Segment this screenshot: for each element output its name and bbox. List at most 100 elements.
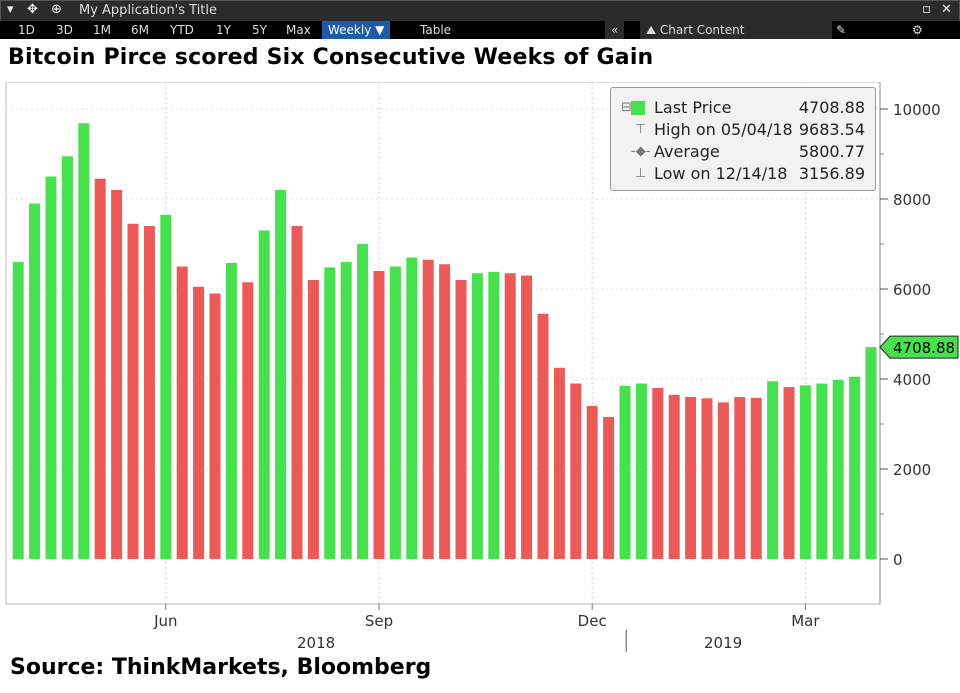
bar-week-14 [225,262,237,559]
bar-week-10 [160,214,172,559]
last-price-label: 4708.88 [893,339,955,357]
bar-week-11 [176,266,188,559]
bar-week-50 [816,383,828,559]
source-note: Source: ThinkMarkets, Bloomberg [10,655,432,680]
bar-week-36 [586,406,598,559]
legend-low-value: 3156.89 [798,164,865,183]
legend-low-label: Low on 12/14/18 [654,164,788,183]
range-ytd-button[interactable]: YTD [170,23,194,37]
last-price-callout: 4708.88 [879,335,959,359]
bar-week-41 [668,394,680,559]
chart-content-label: Chart Content [659,23,745,37]
chart-title: Bitcoin Pirce scored Six Consecutive Wee… [8,45,654,70]
bar-week-40 [652,388,664,559]
bar-week-35 [570,383,582,559]
bar-week-34 [553,367,565,559]
crosshair-icon[interactable]: ⊕ [51,2,62,17]
bar-week-16 [258,230,270,559]
bar-week-52 [849,376,861,559]
bar-week-2 [29,203,41,559]
range-1d-button[interactable]: 1D [18,23,35,37]
bar-week-47 [767,381,779,559]
bar-week-17 [275,190,287,559]
toolbar: 1D 3D 1M 6M YTD 1Y 5Y Max Weekly ▼ Table… [0,21,960,39]
year-label-2018: 2018 [297,634,335,652]
bar-week-3 [45,176,57,559]
bar-week-30 [488,271,500,559]
collapse-button[interactable]: « [605,21,625,39]
bar-week-39 [635,383,647,559]
edit-icon[interactable]: ✎ [836,23,847,37]
bar-week-19 [307,280,319,559]
high-marker-icon: ⊤ [635,122,647,137]
bar-week-53 [865,347,877,559]
bar-week-24 [389,266,401,559]
y-tick-label: 4000 [893,371,931,389]
bar-week-22 [357,244,369,559]
legend-last-label: Last Price [654,98,732,117]
legend-average: -◆- Average 5800.77 [611,142,875,163]
window-title: My Application's Title [79,3,218,18]
legend-avg-value: 5800.77 [798,142,865,161]
bar-week-26 [422,259,434,559]
average-marker-icon: -◆- [631,144,651,159]
year-label-2019: 2019 [704,634,742,652]
legend-swatch [631,101,645,115]
window-titlebar: ▾ ✥ ⊕ My Application's Title ▫ ✕ [0,0,960,22]
x-tick-label: Mar [791,612,820,630]
y-tick-label: 10000 [893,101,941,119]
legend-last-value: 4708.88 [798,98,865,117]
bar-week-7 [111,190,123,559]
bar-week-48 [783,387,795,559]
legend-low: ⊥ Low on 12/14/18 3156.89 [611,164,875,185]
legend-last-price: ⊟ Last Price 4708.88 [611,98,875,119]
bar-week-1 [12,262,24,559]
bar-week-5 [78,123,90,560]
y-tick-label: 6000 [893,281,931,299]
bar-week-33 [537,313,549,559]
menu-arrow-icon[interactable]: ▾ [7,2,14,17]
gear-icon[interactable]: ⚙ [912,23,923,37]
range-6m-button[interactable]: 6M [131,23,149,37]
bar-week-32 [521,275,533,559]
x-tick-label: Sep [365,612,393,630]
range-5y-button[interactable]: 5Y [252,23,267,37]
y-tick-label: 2000 [893,461,931,479]
bar-week-31 [504,273,516,559]
frequency-dropdown[interactable]: Weekly ▼ [322,21,391,39]
bar-week-45 [734,397,746,559]
legend: ⊟ Last Price 4708.88 ⊤ High on 05/04/18 … [610,87,876,191]
range-3d-button[interactable]: 3D [56,23,73,37]
bar-week-29 [471,273,483,559]
bar-week-8 [127,223,139,559]
bar-week-27 [439,264,451,559]
last-price-flag [879,335,959,359]
move-icon[interactable]: ✥ [27,2,38,17]
collapse-icon[interactable]: ⊟ [621,100,632,115]
range-max-button[interactable]: Max [286,23,311,37]
range-1m-button[interactable]: 1M [93,23,111,37]
chart-icon: ⛰ [646,23,657,37]
bar-week-25 [406,257,418,559]
bar-week-42 [685,397,697,559]
chart-content-button[interactable]: ⛰ Chart Content [640,21,832,39]
bar-week-44 [717,402,729,559]
bar-week-6 [94,178,106,559]
bar-week-13 [209,293,221,559]
bar-week-23 [373,271,385,559]
legend-high-value: 9683.54 [798,120,865,139]
y-tick-label: 0 [893,551,903,569]
close-icon[interactable]: ✕ [941,2,952,17]
bar-week-18 [291,226,303,559]
table-button[interactable]: Table [420,23,452,37]
bar-week-43 [701,398,713,559]
bar-week-38 [619,385,631,559]
legend-high-label: High on 05/04/18 [654,120,793,139]
bar-week-37 [603,416,615,559]
bar-week-9 [143,226,155,559]
bar-week-20 [324,267,336,559]
x-tick-label: Dec [578,612,607,630]
restore-icon[interactable]: ▫ [922,2,931,17]
legend-high: ⊤ High on 05/04/18 9683.54 [611,120,875,141]
range-1y-button[interactable]: 1Y [216,23,231,37]
